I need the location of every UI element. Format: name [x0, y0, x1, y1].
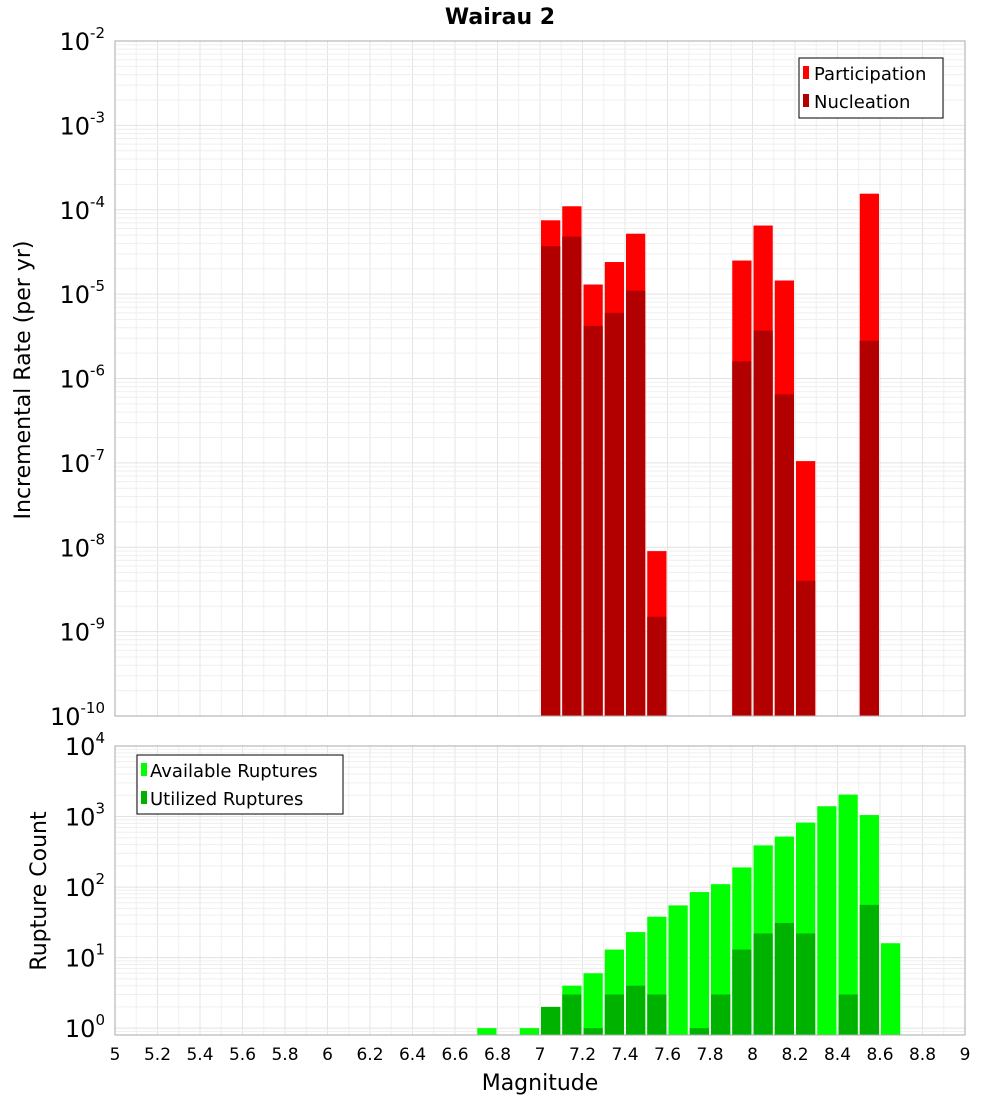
count-xtick-label: 5.2 — [144, 1045, 171, 1065]
count-xtick-label: 6.8 — [484, 1045, 511, 1065]
rate-plot-bars — [541, 193, 879, 717]
count-plot-frame — [114, 745, 966, 1036]
available-legend-label: Available Ruptures — [150, 761, 318, 782]
count-plot-legend: Available Ruptures Utilized Ruptures — [136, 754, 344, 815]
count-ytick-label: 103 — [65, 800, 105, 832]
count-xtick-label: 5 — [110, 1045, 121, 1065]
chart-title: Wairau 2 — [445, 5, 555, 30]
count-xtick-label: 8.6 — [866, 1045, 893, 1065]
count-plot-ylabel: Rupture Count — [27, 811, 52, 971]
count-series1-bar — [668, 905, 688, 1035]
count-xtick-label: 6 — [322, 1045, 333, 1065]
count-xtick-label: 8.4 — [824, 1045, 851, 1065]
count-series2-bar — [604, 994, 624, 1035]
utilized-legend-label: Utilized Ruptures — [150, 789, 303, 810]
count-series2-bar — [774, 922, 794, 1035]
count-series1-bar — [838, 794, 858, 1035]
rate-series2-bar — [796, 580, 816, 716]
count-xtick-label: 5.6 — [229, 1045, 256, 1065]
rate-ytick-label: 10-10 — [50, 699, 105, 731]
rate-ytick-label: 10-2 — [59, 24, 105, 56]
count-series1-bar — [881, 943, 901, 1035]
rate-series2-bar — [753, 330, 773, 716]
rate-ytick-label: 10-6 — [59, 362, 105, 394]
rate-ytick-label: 10-4 — [59, 193, 105, 225]
rate-ytick-label: 10-8 — [59, 530, 105, 562]
rate-plot: 10-10 10-9 10-8 10-7 10-6 10-5 10-4 10-3 10-2 In… — [11, 24, 966, 731]
rate-series2-bar — [541, 246, 561, 716]
rate-ytick-label: 10-9 — [59, 615, 105, 647]
count-ytick-label: 101 — [65, 941, 105, 973]
count-xtick-label: 7.8 — [696, 1045, 723, 1065]
rate-plot-yticks: 10-10 10-9 10-8 10-7 10-6 10-5 10-4 10-3 10-2 — [50, 24, 105, 731]
count-plot: 100 101 102 103 104 5 5.2 5.4 5.6 5.8 6 6.2 6.4 6.6 6… — [27, 729, 970, 1096]
rate-series2-bar — [583, 325, 603, 716]
count-plot-xticks: 5 5.2 5.4 5.6 5.8 6 6.2 6.4 6.6 6.8 7 7.2 7.4 7.6 7.8 8… — [110, 1045, 971, 1065]
count-xtick-label: 7.4 — [611, 1045, 638, 1065]
rate-ytick-label: 10-3 — [59, 108, 105, 140]
rate-series2-bar — [562, 236, 582, 716]
count-series2-bar — [626, 985, 646, 1035]
rate-series2-bar — [626, 290, 646, 716]
count-series2-bar — [796, 933, 816, 1035]
rate-ytick-label: 10-7 — [59, 446, 105, 478]
count-series2-bar — [689, 1028, 709, 1035]
count-xtick-label: 6.6 — [441, 1045, 468, 1065]
count-series2-bar — [838, 994, 858, 1035]
rate-series2-bar — [774, 394, 794, 716]
count-series2-bar — [753, 933, 773, 1035]
rate-plot-grid — [114, 41, 966, 717]
count-ytick-label: 102 — [65, 870, 105, 902]
count-series2-bar — [583, 1028, 603, 1035]
count-xtick-label: 7.2 — [569, 1045, 596, 1065]
count-series2-bar — [859, 904, 879, 1035]
count-legend-box — [136, 754, 344, 815]
nucleation-legend-swatch — [803, 94, 809, 107]
count-series1-bar — [583, 973, 603, 1035]
rate-series2-bar — [647, 616, 667, 716]
count-series1-bar — [689, 892, 709, 1035]
count-xtick-label: 6.2 — [356, 1045, 383, 1065]
count-series2-bar — [711, 994, 731, 1035]
nucleation-legend-label: Nucleation — [814, 92, 910, 113]
rate-plot-frame — [114, 40, 966, 717]
count-ytick-label: 100 — [65, 1011, 105, 1043]
rate-series2-bar — [604, 312, 624, 716]
count-xtick-label: 8 — [747, 1045, 758, 1065]
count-xtick-label: 6.4 — [399, 1045, 426, 1065]
count-series2-bar — [732, 949, 752, 1035]
count-xtick-label: 5.8 — [271, 1045, 298, 1065]
count-series1-bar — [519, 1028, 539, 1035]
count-xtick-label: 5.4 — [186, 1045, 213, 1065]
rate-series2-bar — [732, 361, 752, 716]
count-series2-bar — [541, 1006, 561, 1035]
rate-plot-ylabel: Incremental Rate (per yr) — [11, 241, 36, 520]
count-plot-bars — [477, 794, 901, 1035]
count-xtick-label: 8.2 — [781, 1045, 808, 1065]
count-series1-bar — [817, 806, 837, 1035]
count-plot-xlabel: Magnitude — [482, 1071, 599, 1096]
rate-legend-box — [798, 57, 944, 119]
count-xtick-label: 8.8 — [909, 1045, 936, 1065]
rate-ytick-label: 10-5 — [59, 277, 105, 309]
rate-series2-bar — [859, 340, 879, 716]
count-xtick-label: 7.6 — [654, 1045, 681, 1065]
participation-legend-label: Participation — [814, 64, 926, 85]
count-xtick-label: 9 — [960, 1045, 971, 1065]
count-series2-bar — [647, 994, 667, 1035]
count-ytick-label: 104 — [65, 729, 105, 761]
count-xtick-label: 7 — [535, 1045, 546, 1065]
available-legend-swatch — [141, 763, 147, 776]
utilized-legend-swatch — [141, 791, 147, 804]
count-series2-bar — [562, 994, 582, 1035]
rate-plot-legend: Participation Nucleation — [798, 57, 944, 119]
count-series1-bar — [477, 1028, 497, 1035]
count-plot-yticks: 100 101 102 103 104 — [65, 729, 105, 1043]
participation-legend-swatch — [803, 66, 809, 79]
